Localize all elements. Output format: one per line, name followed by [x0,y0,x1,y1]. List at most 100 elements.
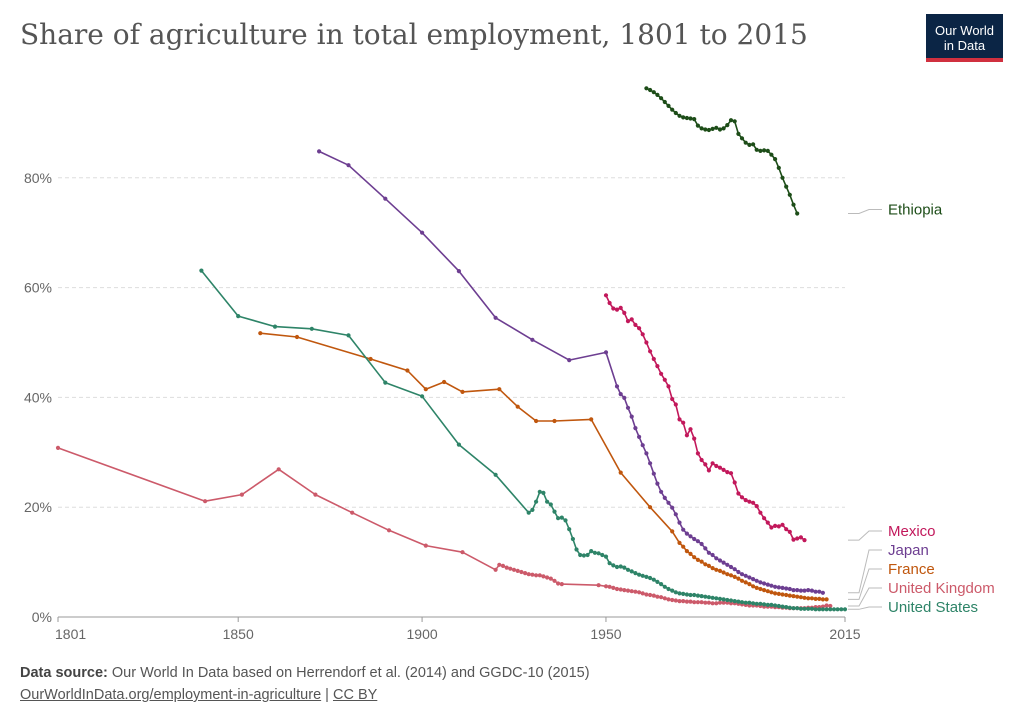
data-point [545,499,550,504]
data-point [692,555,697,560]
series-label: United Kingdom [888,580,995,597]
data-point [659,595,664,600]
label-connector [848,568,882,600]
data-point [563,518,568,523]
data-point [677,520,682,525]
data-point [677,113,682,118]
y-tick-label: 80% [24,170,52,186]
series-line [318,150,824,594]
data-point [625,588,631,593]
data-point [773,584,778,589]
data-point [758,601,763,606]
data-point [736,599,741,604]
data-point [699,559,704,564]
data-point [743,580,748,585]
data-point [662,495,667,500]
data-point [629,317,634,322]
data-point [787,586,792,592]
data-point [809,596,815,601]
data-point [592,550,598,555]
data-point [828,603,833,609]
data-point [534,573,539,578]
data-point [677,417,682,422]
data-point [758,510,763,515]
data-point [758,148,763,153]
data-point [762,602,767,607]
data-point [688,592,693,598]
data-point [625,319,631,324]
footer: Data source: Our World In Data based on … [20,662,590,706]
data-point [717,596,723,602]
data-point [758,586,763,592]
data-point [651,90,656,95]
data-point [651,356,656,362]
data-point [493,472,498,477]
data-point [519,569,524,575]
data-point [666,586,671,592]
data-point [684,433,690,438]
data-point [309,326,314,331]
data-point [743,498,748,503]
data-point [603,350,609,355]
data-point [703,127,708,132]
data-point [714,556,719,561]
owid-logo[interactable]: Our World in Data [926,14,1003,62]
data-point [747,499,752,504]
data-point [666,103,671,108]
data-point [677,591,682,596]
data-point [383,380,388,385]
y-tick-label: 0% [32,609,52,625]
data-point [714,596,719,601]
label-connector [848,549,882,594]
data-point [728,564,734,570]
data-point [622,565,627,570]
page-url-link[interactable]: OurWorldInData.org/employment-in-agricul… [20,687,322,703]
data-point [736,131,741,136]
data-point [776,524,781,529]
series-united-kingdom [55,445,833,611]
data-point [655,92,660,97]
y-tick-label: 60% [24,280,52,296]
data-point [773,157,778,162]
data-point [526,572,531,577]
data-point [677,540,682,546]
data-point [681,115,686,120]
data-point [695,600,701,605]
data-point [530,337,535,342]
data-point [732,480,737,485]
data-point [673,590,678,595]
data-point [780,604,785,609]
data-point [688,427,693,432]
data-point [625,567,631,572]
data-point [721,467,726,472]
data-point [798,588,804,593]
license-link[interactable]: CC BY [332,687,378,703]
data-point [787,593,792,598]
data-point [618,305,623,310]
x-tick-label: 1850 [223,626,254,642]
data-point [806,588,811,593]
data-point [762,581,767,586]
data-point [725,572,730,577]
data-point [824,603,829,608]
data-point [368,356,373,362]
data-point [673,598,678,603]
data-point [618,564,623,569]
data-point [346,163,351,168]
data-point [710,566,715,571]
data-point [666,597,671,602]
data-point [776,165,781,170]
data-point [614,564,620,570]
data-point [504,565,509,570]
data-point [754,147,759,152]
data-point [765,148,770,153]
data-point [537,573,542,578]
data-point [681,599,686,604]
data-point [791,594,796,599]
data-point [736,576,741,581]
data-point [784,184,789,189]
data-point [607,584,612,589]
data-point [673,512,678,517]
data-point [692,436,697,441]
data-point [659,96,664,101]
